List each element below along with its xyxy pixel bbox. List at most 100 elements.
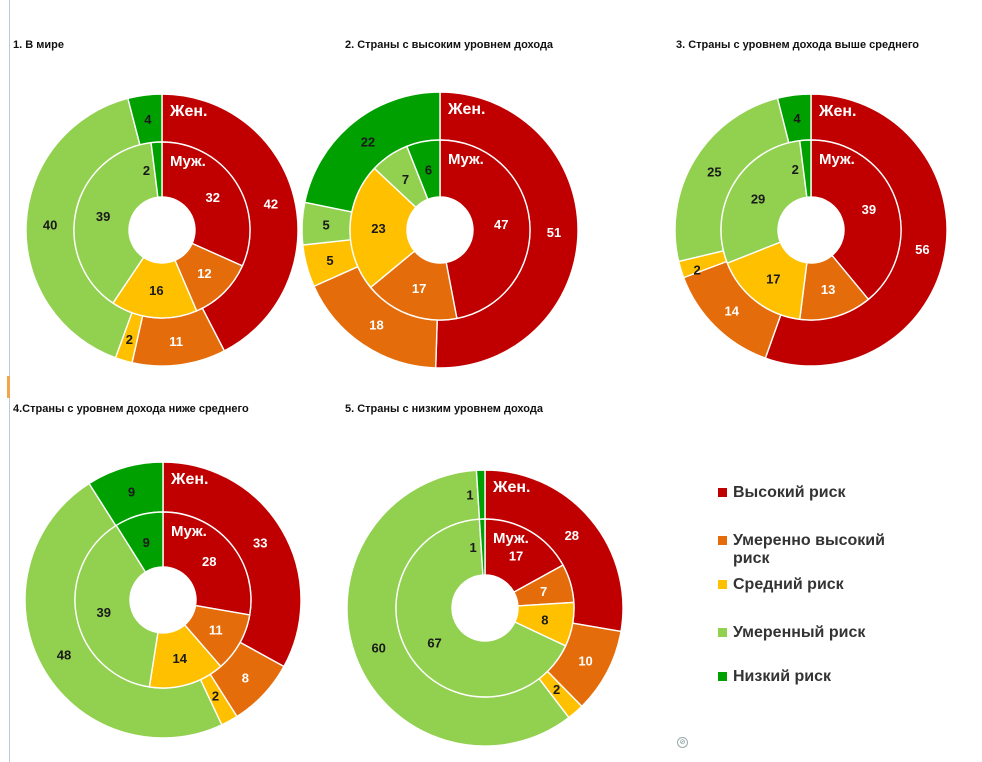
data-label-outer-low-risk: 22 bbox=[361, 135, 375, 150]
data-label-inner-moderate-risk: 7 bbox=[402, 172, 409, 187]
chart-title-low-income: 5. Страны с низким уровнем дохода bbox=[345, 403, 543, 415]
slice-inner-medium-risk bbox=[349, 167, 417, 289]
slice-inner-moderately-high-risk bbox=[369, 250, 458, 321]
ring-label-men: Муж. bbox=[171, 523, 207, 540]
legend-item-moderately-high-risk: Умеренно высокий риск bbox=[718, 532, 923, 568]
data-label-outer-moderately-high-risk: 8 bbox=[242, 670, 249, 685]
chart-title-high-income: 2. Страны с высоким уровнем дохода bbox=[345, 39, 554, 51]
data-label-inner-high-risk: 32 bbox=[206, 190, 220, 205]
data-label-inner-low-risk: 6 bbox=[425, 163, 432, 178]
data-label-inner-high-risk: 47 bbox=[494, 217, 508, 232]
slice-inner-moderate-risk bbox=[395, 518, 567, 698]
slice-inner-high-risk bbox=[810, 139, 902, 301]
legend-item-moderate-risk: Умеренный риск bbox=[718, 624, 865, 642]
ring-label-women: Жен. bbox=[447, 101, 485, 118]
data-label-inner-medium-risk: 17 bbox=[766, 272, 780, 287]
data-label-outer-high-risk: 42 bbox=[264, 197, 278, 212]
data-label-outer-moderate-risk: 60 bbox=[371, 641, 385, 656]
slice-inner-low-risk bbox=[478, 518, 486, 576]
data-label-outer-medium-risk: 2 bbox=[126, 332, 133, 347]
data-label-outer-medium-risk: 2 bbox=[553, 682, 560, 697]
ring-label-men: Муж. bbox=[819, 151, 855, 168]
slice-inner-low-risk bbox=[150, 141, 163, 199]
legend-swatch-medium-risk bbox=[718, 580, 727, 589]
data-label-inner-high-risk: 39 bbox=[862, 202, 876, 217]
data-label-outer-low-risk: 4 bbox=[144, 112, 152, 127]
data-label-inner-medium-risk: 8 bbox=[541, 612, 548, 627]
data-label-inner-moderate-risk: 39 bbox=[96, 209, 110, 224]
data-label-inner-low-risk: 2 bbox=[792, 162, 799, 177]
data-label-outer-moderately-high-risk: 18 bbox=[369, 318, 383, 333]
data-label-outer-moderately-high-risk: 11 bbox=[169, 334, 183, 349]
data-label-outer-high-risk: 56 bbox=[915, 242, 929, 257]
legend-swatch-high-risk bbox=[718, 488, 727, 497]
slice-inner-moderate-risk bbox=[720, 139, 808, 265]
data-label-inner-moderately-high-risk: 11 bbox=[209, 623, 223, 638]
data-label-inner-moderate-risk: 29 bbox=[751, 192, 765, 207]
data-label-inner-low-risk: 1 bbox=[470, 540, 477, 555]
data-label-outer-medium-risk: 2 bbox=[212, 688, 219, 703]
legend-swatch-moderately-high-risk bbox=[718, 536, 727, 545]
data-label-inner-medium-risk: 23 bbox=[371, 221, 385, 236]
chart-title-world: 1. В мире bbox=[13, 39, 64, 51]
legend-item-low-risk: Низкий риск bbox=[718, 668, 831, 686]
data-label-inner-moderately-high-risk: 13 bbox=[821, 282, 835, 297]
data-label-outer-moderate-risk: 5 bbox=[323, 218, 330, 233]
left-margin-marker bbox=[7, 376, 10, 398]
ring-label-women: Жен. bbox=[169, 103, 207, 120]
data-label-outer-low-risk: 9 bbox=[128, 484, 135, 499]
legend-label: Низкий риск bbox=[733, 668, 831, 685]
data-label-inner-low-risk: 2 bbox=[143, 163, 150, 178]
data-label-inner-moderate-risk: 67 bbox=[427, 635, 441, 650]
donut-chart-5: 28 10 2 60 1 17 7 8 67 1 Жен. Муж. bbox=[346, 469, 624, 747]
legend-item-high-risk: Высокий риск bbox=[718, 484, 846, 502]
chart-title-upper-middle-income: 3. Страны с уровнем дохода выше среднего bbox=[676, 39, 920, 51]
ring-label-women: Жен. bbox=[170, 471, 208, 488]
donut-chart-1: 42 11 2 40 4 32 12 16 39 2 Жен. Муж. bbox=[25, 93, 299, 367]
resize-handle-icon: ⊘ bbox=[677, 737, 688, 748]
ring-label-men: Муж. bbox=[448, 151, 484, 168]
data-label-outer-moderate-risk: 48 bbox=[57, 647, 71, 662]
slice-inner-high-risk bbox=[161, 141, 251, 267]
data-label-inner-moderately-high-risk: 12 bbox=[197, 266, 211, 281]
slice-inner-low-risk bbox=[405, 139, 441, 201]
data-label-outer-medium-risk: 2 bbox=[694, 263, 701, 278]
data-label-inner-high-risk: 28 bbox=[202, 554, 216, 569]
slice-inner-moderate-risk bbox=[73, 141, 159, 305]
data-label-outer-moderate-risk: 40 bbox=[43, 218, 57, 233]
donut-chart-4: 33 8 2 48 9 28 11 14 39 9 Жен. Муж. bbox=[24, 461, 302, 739]
donut-chart-2: 51 18 5 5 22 47 17 23 7 6 Жен. Муж. bbox=[301, 91, 579, 369]
data-label-inner-low-risk: 9 bbox=[143, 535, 150, 550]
slice-inner-high-risk bbox=[439, 139, 531, 320]
legend-label: Умеренно высокий риск bbox=[733, 532, 885, 567]
data-label-outer-moderate-risk: 25 bbox=[707, 164, 721, 179]
slice-inner-low-risk bbox=[798, 139, 812, 199]
legend-label: Высокий риск bbox=[733, 484, 846, 501]
data-label-outer-medium-risk: 5 bbox=[326, 253, 333, 268]
data-label-outer-high-risk: 51 bbox=[547, 225, 561, 240]
ring-label-men: Муж. bbox=[170, 153, 206, 170]
data-label-inner-high-risk: 17 bbox=[509, 548, 523, 563]
data-label-outer-moderately-high-risk: 10 bbox=[578, 654, 592, 669]
slice-inner-low-risk bbox=[115, 511, 164, 574]
data-label-inner-moderately-high-risk: 17 bbox=[412, 281, 426, 296]
ring-label-women: Жен. bbox=[492, 479, 530, 496]
ring-label-women: Жен. bbox=[818, 103, 856, 120]
legend-item-medium-risk: Средний риск bbox=[718, 576, 844, 594]
data-label-outer-moderately-high-risk: 14 bbox=[724, 304, 739, 319]
slice-inner-moderate-risk bbox=[74, 524, 159, 688]
slice-inner-high-risk bbox=[162, 511, 252, 616]
data-label-inner-moderate-risk: 39 bbox=[96, 605, 110, 620]
slice-inner-high-risk bbox=[484, 518, 564, 594]
legend-label: Умеренный риск bbox=[733, 624, 866, 641]
data-label-outer-low-risk: 1 bbox=[466, 488, 473, 503]
data-label-outer-high-risk: 33 bbox=[253, 535, 267, 550]
donut-chart-3: 56 14 2 25 4 39 13 17 29 2 Жен. Муж. bbox=[674, 93, 948, 367]
ring-label-men: Муж. bbox=[493, 530, 529, 547]
chart-title-lower-middle-income: 4.Страны с уровнем дохода ниже среднего bbox=[13, 403, 249, 415]
data-label-outer-high-risk: 28 bbox=[565, 528, 579, 543]
legend-swatch-moderate-risk bbox=[718, 628, 727, 637]
data-label-inner-moderately-high-risk: 7 bbox=[540, 584, 547, 599]
legend-swatch-low-risk bbox=[718, 672, 727, 681]
